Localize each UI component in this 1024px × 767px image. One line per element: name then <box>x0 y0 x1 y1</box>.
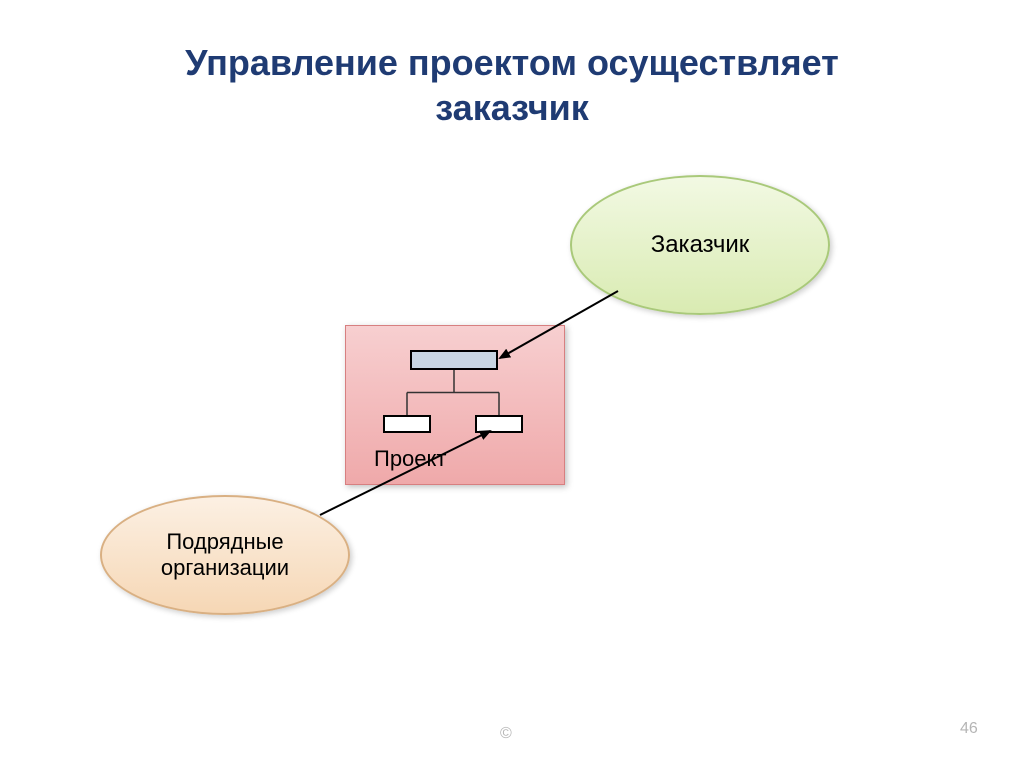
contractors-label: Подрядныеорганизации <box>161 529 289 581</box>
footer-copyright: © <box>500 725 512 743</box>
customer-label: Заказчик <box>651 231 750 259</box>
orgchart-right-box <box>475 415 523 433</box>
title-line2: заказчик <box>435 87 589 128</box>
project-label: Проект <box>374 446 446 472</box>
project-box: Проект <box>345 325 565 485</box>
customer-ellipse: Заказчик <box>570 175 830 315</box>
title-line1: Управление проектом осуществляет <box>185 42 839 83</box>
slide-title: Управление проектом осуществляет заказчи… <box>0 40 1024 130</box>
orgchart-top-box <box>410 350 498 370</box>
footer-page-number: 46 <box>960 720 978 738</box>
contractors-ellipse: Подрядныеорганизации <box>100 495 350 615</box>
orgchart-left-box <box>383 415 431 433</box>
